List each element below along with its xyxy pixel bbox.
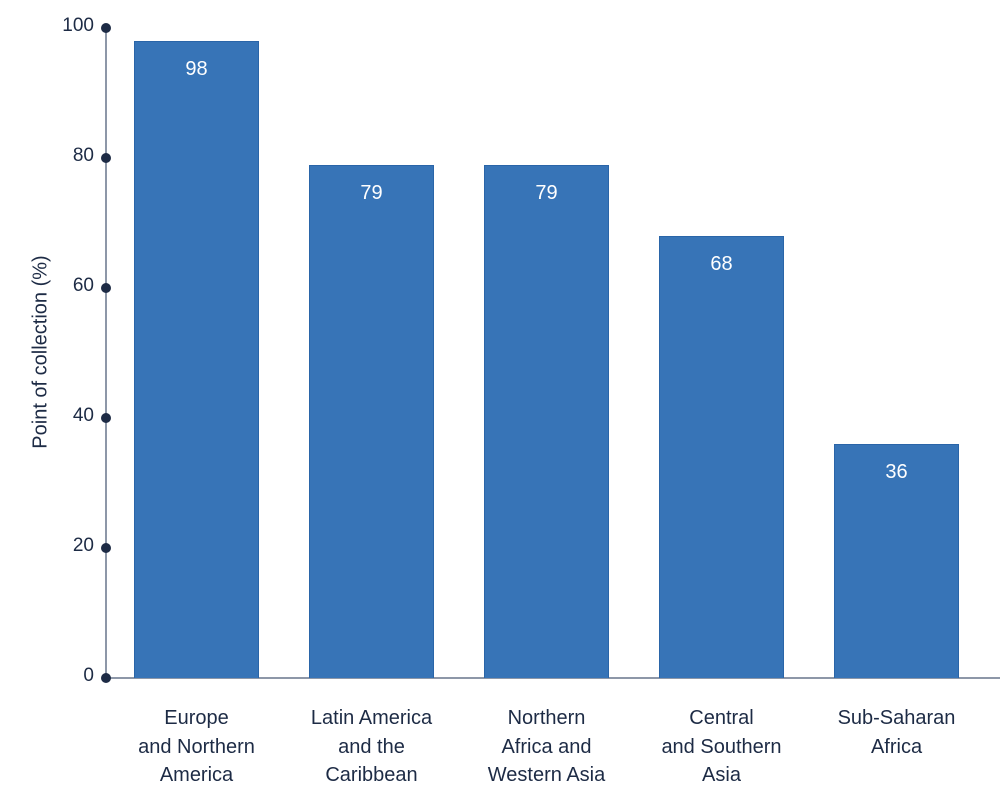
x-category-label: Sub-Saharan Africa <box>837 707 956 758</box>
bar: 68 <box>659 236 784 678</box>
bar-value-label: 68 <box>710 253 733 275</box>
y-tick-label: 100 <box>62 15 94 36</box>
y-tick-dot <box>101 283 111 293</box>
x-axis-line <box>106 677 1000 679</box>
bar: 98 <box>134 41 259 678</box>
x-category-label: Europe and Northern America <box>138 707 255 786</box>
y-tick-label: 80 <box>72 145 94 166</box>
y-tick-dot <box>101 543 111 553</box>
y-tick-label: 40 <box>72 405 94 426</box>
y-tick-dot <box>101 673 111 683</box>
bar: 79 <box>309 164 434 678</box>
y-tick-label: 0 <box>83 665 94 686</box>
bar: 79 <box>484 164 609 678</box>
bar-value-label: 98 <box>185 58 208 80</box>
bar-value-label: 79 <box>535 181 558 204</box>
x-category-label: Northern Africa and Western Asia <box>487 707 606 786</box>
bar-value-label: 79 <box>360 181 383 204</box>
y-axis-line <box>105 28 107 679</box>
bar-value-label: 36 <box>885 461 908 483</box>
y-tick-dot <box>101 23 111 33</box>
y-tick-label: 60 <box>72 275 94 296</box>
y-tick-dot <box>101 413 111 423</box>
y-tick-dot <box>101 153 111 163</box>
x-category-label: Central and Southern Asia <box>661 707 782 786</box>
x-category-label: Latin America and the Caribbean <box>310 707 433 786</box>
y-tick-label: 20 <box>72 535 94 556</box>
bar: 36 <box>834 444 959 678</box>
